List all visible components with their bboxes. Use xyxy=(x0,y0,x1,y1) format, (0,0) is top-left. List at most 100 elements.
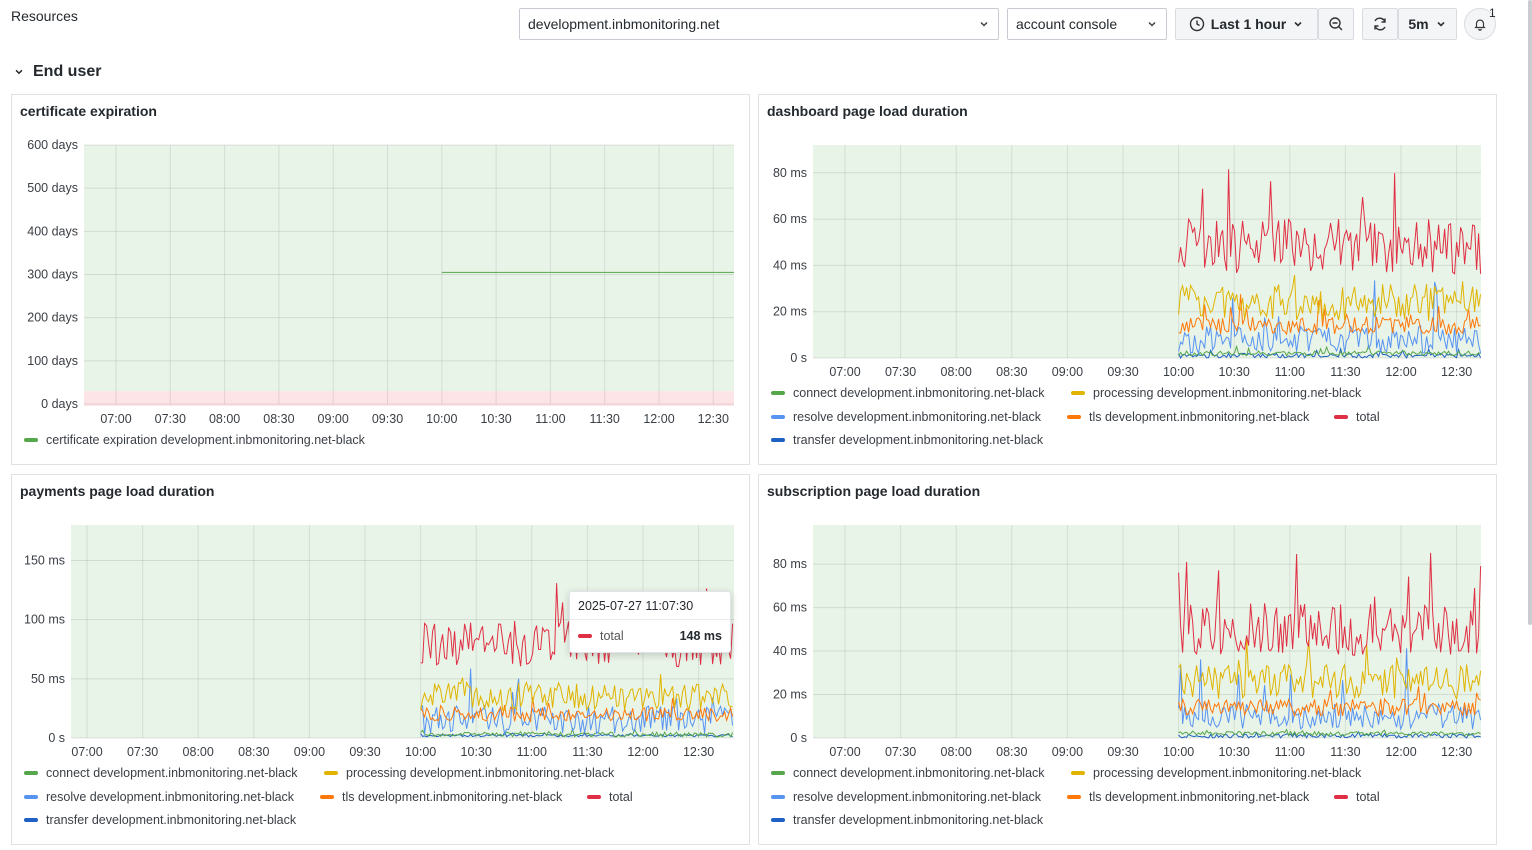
notifications-button[interactable] xyxy=(1464,8,1496,40)
y-tick-label: 100 ms xyxy=(24,613,65,627)
x-tick-label: 09:00 xyxy=(294,745,325,759)
legend-label: connect development.inbmonitoring.net-bl… xyxy=(793,386,1045,400)
x-tick-label: 11:30 xyxy=(1330,745,1360,759)
legend-item-connect-development-inbmonitoring-net-black[interactable]: connect development.inbmonitoring.net-bl… xyxy=(771,386,1045,400)
y-tick-label: 0 s xyxy=(48,731,65,745)
legend-label: resolve development.inbmonitoring.net-bl… xyxy=(46,790,295,804)
legend-item-resolve-development-inbmonitoring-net-black[interactable]: resolve development.inbmonitoring.net-bl… xyxy=(24,790,294,804)
plot-area xyxy=(813,145,1481,358)
x-tick-label: 09:30 xyxy=(372,412,403,426)
legend-item-transfer-development-inbmonitoring-net-black[interactable]: transfer development.inbmonitoring.net-b… xyxy=(771,813,1043,827)
x-tick-label: 07:30 xyxy=(155,412,186,426)
legend-item-tls-development-inbmonitoring-net-black[interactable]: tls development.inbmonitoring.net-black xyxy=(1067,410,1309,424)
chevron-down-icon xyxy=(1437,21,1445,27)
section-end-user[interactable]: End user xyxy=(14,61,101,83)
x-tick-label: 10:00 xyxy=(405,745,436,759)
subscription-page-load-chart[interactable]: 0 s 20 ms 40 ms 60 ms 80 ms 07:00 07:30 08:00 08… xyxy=(759,475,1498,846)
bell-icon xyxy=(1474,19,1486,31)
x-tick-label: 10:30 xyxy=(480,412,511,426)
plot-area xyxy=(813,525,1481,738)
y-tick-label: 40 ms xyxy=(773,258,807,272)
refresh-interval-picker[interactable]: 5m xyxy=(1398,8,1457,40)
x-tick-label: 10:00 xyxy=(426,412,457,426)
legend-item-total[interactable]: total xyxy=(1334,410,1380,424)
legend-item-certificate-expiration-development-inbmonitoring-net-black[interactable]: certificate expiration development.inbmo… xyxy=(24,433,365,447)
y-tick-label: 0 days xyxy=(41,397,78,411)
legend-label: total xyxy=(1356,410,1380,424)
certificate-expiration-chart[interactable]: 0 days 100 days 200 days 300 days 400 days 50… xyxy=(12,95,751,466)
legend-item-tls-development-inbmonitoring-net-black[interactable]: tls development.inbmonitoring.net-black xyxy=(1067,790,1309,804)
panel-title: dashboard page load duration xyxy=(767,103,968,119)
series-line-processing-development-inbmonitoring-net-black xyxy=(420,674,733,712)
legend-item-connect-development-inbmonitoring-net-black[interactable]: connect development.inbmonitoring.net-bl… xyxy=(771,766,1045,780)
legend-item-total[interactable]: total xyxy=(587,790,633,804)
legend-item-resolve-development-inbmonitoring-net-black[interactable]: resolve development.inbmonitoring.net-bl… xyxy=(771,790,1041,804)
dashboard-page-load-chart[interactable]: 0 s 20 ms 40 ms 60 ms 80 ms 07:00 07:30 08:00 08… xyxy=(759,95,1498,466)
legend-item-processing-development-inbmonitoring-net-black[interactable]: processing development.inbmonitoring.net… xyxy=(324,766,614,780)
legend-label: total xyxy=(1356,790,1380,804)
series-line-transfer-development-inbmonitoring-net-black xyxy=(1178,346,1482,360)
chart-legend: connect development.inbmonitoring.net-bl… xyxy=(771,386,1491,456)
zoom-out-button[interactable] xyxy=(1318,8,1354,40)
legend-item-total[interactable]: total xyxy=(1334,790,1380,804)
tooltip-row: total 148 ms xyxy=(578,629,722,643)
app-select-value: account console xyxy=(1016,16,1118,32)
x-tick-label: 08:30 xyxy=(238,745,269,759)
app-select[interactable]: account console xyxy=(1007,8,1167,40)
tooltip-swatch xyxy=(578,634,592,638)
legend-item-processing-development-inbmonitoring-net-black[interactable]: processing development.inbmonitoring.net… xyxy=(1071,386,1361,400)
x-tick-label: 07:30 xyxy=(885,365,916,379)
legend-item-processing-development-inbmonitoring-net-black[interactable]: processing development.inbmonitoring.net… xyxy=(1071,766,1361,780)
x-tick-label: 09:30 xyxy=(1107,745,1138,759)
legend-item-connect-development-inbmonitoring-net-black[interactable]: connect development.inbmonitoring.net-bl… xyxy=(24,766,298,780)
y-tick-label: 100 days xyxy=(27,354,78,368)
x-tick-label: 11:00 xyxy=(1275,365,1305,379)
legend-swatch xyxy=(24,438,38,442)
zoom-out-icon xyxy=(1329,17,1343,31)
legend-label: tls development.inbmonitoring.net-black xyxy=(1089,790,1310,804)
legend-label: certificate expiration development.inbmo… xyxy=(46,433,365,447)
chart-legend: connect development.inbmonitoring.net-bl… xyxy=(24,766,744,836)
legend-swatch xyxy=(771,415,785,419)
series-line-connect-development-inbmonitoring-net-black xyxy=(1178,343,1481,357)
x-tick-label: 08:00 xyxy=(209,412,240,426)
legend-swatch xyxy=(1334,415,1348,419)
x-tick-label: 07:00 xyxy=(100,412,131,426)
legend-swatch xyxy=(24,795,38,799)
panel-subscription-page-load: 0 s 20 ms 40 ms 60 ms 80 ms 07:00 07:30 08:00 08… xyxy=(758,474,1497,845)
legend-item-transfer-development-inbmonitoring-net-black[interactable]: transfer development.inbmonitoring.net-b… xyxy=(24,813,296,827)
tooltip-series: total xyxy=(600,629,624,643)
legend-swatch xyxy=(771,391,785,395)
y-tick-label: 500 days xyxy=(27,181,78,195)
y-tick-label: 20 ms xyxy=(773,688,807,702)
page-scrollbar[interactable] xyxy=(1528,0,1532,625)
refresh-button[interactable] xyxy=(1362,8,1398,40)
x-tick-label: 11:00 xyxy=(1275,745,1305,759)
legend-item-tls-development-inbmonitoring-net-black[interactable]: tls development.inbmonitoring.net-black xyxy=(320,790,562,804)
tooltip-value: 148 ms xyxy=(679,629,722,643)
legend-item-transfer-development-inbmonitoring-net-black[interactable]: transfer development.inbmonitoring.net-b… xyxy=(771,433,1043,447)
plot-area xyxy=(84,145,734,404)
legend-swatch xyxy=(771,771,785,775)
chart-legend: connect development.inbmonitoring.net-bl… xyxy=(771,766,1491,836)
x-tick-label: 11:30 xyxy=(590,412,620,426)
panel-certificate-expiration: 0 days 100 days 200 days 300 days 400 days 50… xyxy=(11,94,750,465)
x-tick-label: 12:00 xyxy=(643,412,674,426)
series-line-processing-development-inbmonitoring-net-black xyxy=(1178,274,1482,321)
x-tick-label: 09:00 xyxy=(318,412,349,426)
host-select[interactable]: development.inbmonitoring.net xyxy=(519,8,999,40)
legend-label: tls development.inbmonitoring.net-black xyxy=(1089,410,1310,424)
chevron-down-icon xyxy=(1294,21,1302,27)
legend-label: connect development.inbmonitoring.net-bl… xyxy=(793,766,1045,780)
legend-item-resolve-development-inbmonitoring-net-black[interactable]: resolve development.inbmonitoring.net-bl… xyxy=(771,410,1041,424)
legend-swatch xyxy=(1071,391,1085,395)
legend-swatch xyxy=(324,771,338,775)
legend-label: transfer development.inbmonitoring.net-b… xyxy=(46,813,297,827)
time-range-picker[interactable]: Last 1 hour xyxy=(1175,8,1318,40)
series-line-tls-development-inbmonitoring-net-black xyxy=(1178,294,1481,336)
y-tick-label: 60 ms xyxy=(773,212,807,226)
series-line-resolve-development-inbmonitoring-net-black xyxy=(420,668,734,736)
legend-swatch xyxy=(1334,795,1348,799)
legend-swatch xyxy=(1067,795,1081,799)
x-tick-label: 11:00 xyxy=(535,412,565,426)
